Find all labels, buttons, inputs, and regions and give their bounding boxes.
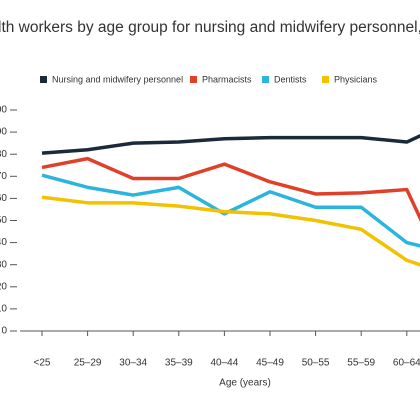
x-tick-label: 40–44 [210, 358, 238, 369]
x-axis-label: Age (years) [219, 378, 271, 389]
x-tick-label: 45–49 [256, 358, 284, 369]
y-tick-label: 70 [0, 171, 7, 182]
y-tick-label: 60 [0, 193, 7, 204]
legend-swatch [322, 76, 329, 83]
y-tick-label: 10 [0, 304, 7, 315]
legend-swatch [262, 76, 269, 83]
x-tick-label: 55–59 [347, 358, 375, 369]
chart-title: lth workers by age group for nursing and… [0, 19, 420, 36]
legend-swatch [190, 76, 197, 83]
y-tick-label: 80 [0, 149, 7, 160]
legend-swatch [40, 76, 47, 83]
y-tick-label: 20 [0, 281, 7, 292]
x-tick-label: 35–39 [165, 358, 193, 369]
x-tick-label: 50–55 [302, 358, 330, 369]
series-line [41, 195, 420, 267]
y-tick-label: 30 [0, 259, 7, 270]
legend-label: Dentists [274, 74, 307, 84]
y-tick-label: 0 [1, 326, 7, 337]
y-tick-label: 90 [0, 127, 7, 138]
y-tick-label: 50 [0, 215, 7, 226]
series-line [41, 134, 420, 155]
y-tick-label: 100 [0, 105, 7, 116]
x-tick-label: 30–34 [119, 358, 147, 369]
legend-label: Pharmacists [202, 74, 252, 84]
legend-label: Physicians [334, 74, 378, 84]
x-tick-label: <25 [34, 358, 51, 369]
legend-label: Nursing and midwifery personnel [52, 74, 183, 84]
series-line [41, 173, 420, 248]
y-tick-label: 40 [0, 237, 7, 248]
x-tick-label: 25–29 [74, 358, 102, 369]
x-tick-label: 60–64 [393, 358, 420, 369]
series-line [41, 156, 420, 222]
